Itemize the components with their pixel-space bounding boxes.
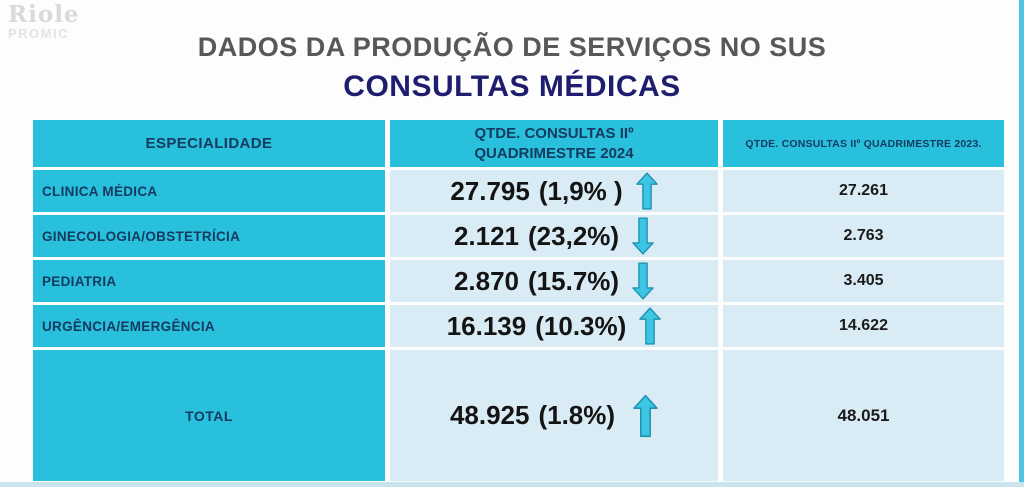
watermark-brand: Riole [8,1,80,28]
specialty-cell: GINECOLOGIA/OBSTETRÍCIA [33,215,385,257]
total-qty-2024-value: 48.925 [449,400,530,430]
table-row: CLINICA MÉDICA 27.795 (1,9% ) 27.261 [33,170,1004,212]
table-row-total: TOTAL 48.925 (1.8%) 48.051 [33,350,1004,481]
qty-2024-value: 27.795 [450,175,530,206]
trend-up-arrow-icon [635,172,658,210]
trend-up-arrow-icon [639,307,662,345]
trend-down-arrow-icon [632,217,654,255]
pct-change: (23,2%) [528,220,620,251]
qty-2023-cell: 2.763 [723,215,1004,257]
table-row: GINECOLOGIA/OBSTETRÍCIA 2.121 (23,2%) 2.… [33,215,1004,257]
total-trend-up-arrow-icon [633,394,658,437]
watermark-sub: PROMIC [8,26,69,42]
pct-change: (10.3%) [535,310,627,341]
qty-2024-cell: 16.139 (10.3%) [390,305,718,347]
table-header-row: ESPECIALIDADE QTDE. CONSULTAS IIº QUADRI… [33,120,1004,167]
right-edge-strip [1019,0,1024,487]
qty-2024-cell: 27.795 (1,9% ) [390,170,718,212]
qty-2023-cell: 27.261 [723,170,1004,212]
specialty-cell: CLINICA MÉDICA [33,170,385,212]
qty-2024-value: 2.121 [453,220,520,251]
qty-2023-cell: 3.405 [723,260,1004,302]
column-header-qtde-2023: QTDE. CONSULTAS IIº QUADRIMESTRE 2023. [723,120,1004,167]
trend-down-arrow-icon [632,262,654,300]
total-label: TOTAL [33,350,385,481]
bottom-edge-strip [0,482,1024,487]
consultations-table: ESPECIALIDADE QTDE. CONSULTAS IIº QUADRI… [33,120,1004,481]
specialty-cell: URGÊNCIA/EMERGÊNCIA [33,305,385,347]
table-row: PEDIATRIA 2.870 (15.7%) 3.405 [33,260,1004,302]
qty-2023-cell: 14.622 [723,305,1004,347]
total-pct-change: (1.8%) [538,400,616,430]
specialty-cell: PEDIATRIA [33,260,385,302]
column-header-especialidade: ESPECIALIDADE [33,120,385,167]
total-qty-2024-cell: 48.925 (1.8%) [390,350,718,481]
qty-2024-value: 2.870 [453,265,520,296]
page-title: DADOS DA PRODUÇÃO DE SERVIÇOS NO SUS [197,32,827,62]
pct-change: (15.7%) [528,265,620,296]
qty-2024-cell: 2.870 (15.7%) [390,260,718,302]
pct-change: (1,9% ) [538,175,623,206]
page-subtitle: CONSULTAS MÉDICAS [343,70,681,103]
column-header-qtde-2024: QTDE. CONSULTAS IIº QUADRIMESTRE 2024 [390,120,718,167]
watermark: Riole PROMIC [8,1,80,42]
qty-2024-cell: 2.121 (23,2%) [390,215,718,257]
table-row: URGÊNCIA/EMERGÊNCIA 16.139 (10.3%) 14.62… [33,305,1004,347]
qty-2024-value: 16.139 [446,310,527,341]
total-qty-2023-cell: 48.051 [723,350,1004,481]
